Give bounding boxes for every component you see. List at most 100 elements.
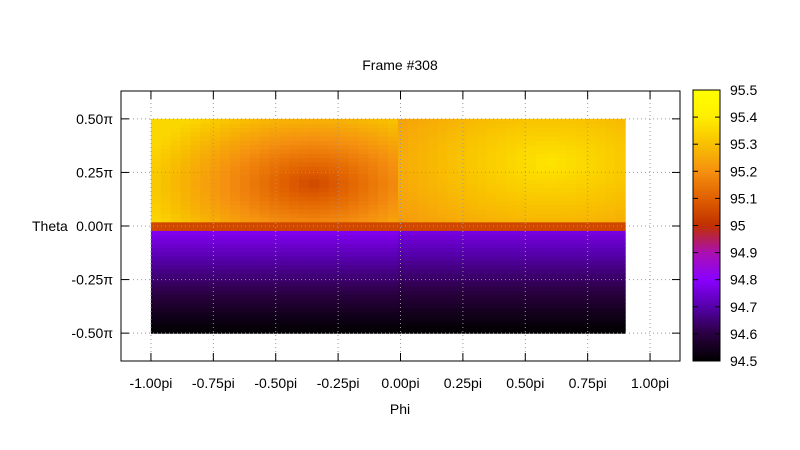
heatmap-cell [407, 178, 419, 184]
heatmap-cell [575, 221, 587, 227]
heatmap-cell [615, 303, 626, 309]
heatmap-cell [190, 178, 201, 184]
heatmap-cell [160, 290, 172, 296]
heatmap-cell [427, 166, 439, 171]
heatmap-cell [486, 247, 498, 253]
heatmap-cell [249, 303, 261, 309]
heatmap-cell [595, 311, 606, 317]
heatmap-cell [476, 170, 488, 176]
heatmap-cell [170, 256, 182, 261]
heatmap-cell [486, 311, 498, 317]
heatmap-cell [575, 166, 587, 171]
heatmap-cell [190, 161, 201, 167]
heatmap-cell [309, 144, 320, 150]
heatmap-cell [318, 328, 330, 334]
heatmap-cell [279, 320, 290, 326]
heatmap-cell [378, 316, 389, 321]
heatmap-cell [318, 281, 330, 287]
heatmap-cell [160, 157, 172, 163]
heatmap-cell [516, 307, 527, 313]
heatmap-cell [565, 264, 577, 270]
heatmap-cell [229, 281, 241, 287]
heatmap-cell [486, 243, 498, 249]
heatmap-cell [190, 303, 201, 309]
heatmap-cell [338, 136, 350, 141]
heatmap-cell [368, 157, 379, 163]
heatmap-cell [476, 221, 488, 227]
heatmap-cell [200, 178, 211, 184]
heatmap-cell [200, 238, 211, 244]
heatmap-cell [328, 294, 340, 300]
heatmap-cell [526, 277, 537, 283]
heatmap-cell [160, 320, 172, 326]
heatmap-cell [605, 204, 616, 210]
heatmap-cell [437, 174, 448, 180]
heatmap-cell [575, 273, 587, 279]
heatmap-cell [546, 131, 557, 137]
heatmap-cell [388, 230, 399, 236]
heatmap-cell [615, 230, 626, 236]
heatmap-cell [615, 140, 626, 146]
heatmap-cell [467, 311, 478, 317]
heatmap-cell [259, 264, 271, 270]
heatmap-cell [565, 273, 577, 279]
heatmap-cell [447, 204, 458, 210]
heatmap-cell [299, 174, 310, 180]
heatmap-cell [388, 174, 399, 180]
heatmap-cell [210, 187, 221, 193]
heatmap-cell [220, 328, 231, 334]
heatmap-cell [239, 157, 251, 163]
heatmap-cell [299, 290, 310, 296]
heatmap-cell [506, 213, 518, 219]
heatmap-cell [476, 328, 488, 334]
heatmap-cell [516, 256, 527, 261]
heatmap-cell [506, 311, 518, 317]
heatmap-cell [150, 170, 162, 176]
heatmap-cell [457, 127, 468, 133]
heatmap-cell [457, 123, 468, 129]
heatmap-cell [220, 123, 231, 129]
heatmap-cell [328, 298, 340, 304]
heatmap-cell [467, 170, 478, 176]
heatmap-cell [160, 153, 172, 159]
heatmap-cell [536, 166, 547, 171]
heatmap-cell [160, 307, 172, 313]
heatmap-cell [160, 136, 172, 141]
heatmap-cell [170, 307, 182, 313]
heatmap-cell [239, 118, 251, 124]
heatmap-cell [595, 260, 606, 266]
heatmap-cell [457, 166, 468, 171]
heatmap-cell [338, 196, 350, 201]
heatmap-cell [427, 191, 439, 197]
heatmap-cell [457, 256, 468, 261]
heatmap-cell [615, 191, 626, 197]
heatmap-cell [229, 178, 241, 184]
heatmap-cell [447, 196, 458, 201]
heatmap-cell [318, 311, 330, 317]
heatmap-cell [447, 183, 458, 189]
heatmap-cell [417, 140, 429, 146]
heatmap-cell [506, 118, 518, 124]
heatmap-cell [506, 328, 518, 334]
heatmap-cell [160, 204, 172, 210]
heatmap-cell [575, 208, 587, 214]
heatmap-cell [289, 247, 300, 253]
heatmap-cell [457, 238, 468, 244]
heatmap-cell [388, 196, 399, 201]
heatmap-cell [229, 123, 241, 129]
heatmap-cell [348, 200, 359, 206]
heatmap-cell [170, 226, 182, 231]
heatmap-cell [565, 118, 577, 124]
heatmap-cell [220, 213, 231, 219]
heatmap-cell [259, 320, 271, 326]
heatmap-cell [506, 273, 518, 279]
heatmap-cell [180, 256, 192, 261]
heatmap-cell [546, 187, 557, 193]
heatmap-cell [397, 243, 409, 249]
heatmap-cell [437, 140, 448, 146]
heatmap-cell [496, 166, 508, 171]
heatmap-cell [516, 204, 527, 210]
heatmap-cell [565, 290, 577, 296]
heatmap-cell [160, 324, 172, 330]
heatmap-cell [358, 187, 369, 193]
